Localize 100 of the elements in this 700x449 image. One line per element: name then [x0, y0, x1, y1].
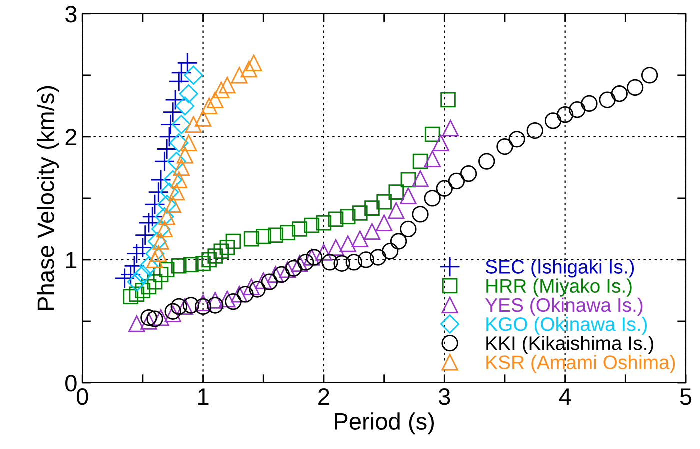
point — [364, 223, 381, 240]
point — [194, 294, 212, 312]
point — [160, 182, 180, 202]
point — [126, 243, 148, 264]
point — [160, 114, 182, 136]
point — [352, 206, 368, 221]
legend-label: YES (Okinawa Is.) — [485, 298, 643, 316]
point — [400, 220, 417, 238]
point — [436, 180, 453, 197]
point — [207, 292, 224, 309]
point — [412, 154, 428, 170]
point — [226, 234, 242, 250]
point — [176, 96, 195, 116]
point — [148, 232, 167, 252]
point — [172, 115, 192, 134]
point — [156, 220, 173, 238]
legend-label: KKI (Kikaishima Is.) — [486, 336, 654, 354]
point — [129, 286, 145, 302]
x-tick-label: 3 — [438, 388, 450, 406]
point — [207, 297, 224, 314]
point — [202, 252, 217, 268]
point — [147, 274, 163, 290]
point — [164, 170, 183, 190]
point — [123, 289, 139, 305]
point — [213, 82, 230, 99]
point — [255, 272, 272, 290]
point — [358, 252, 375, 268]
point — [135, 283, 151, 298]
point — [133, 265, 152, 284]
point — [424, 190, 441, 207]
point — [376, 194, 392, 210]
point — [352, 230, 368, 248]
point — [168, 184, 186, 201]
x-tick-label: 1 — [198, 388, 209, 405]
point — [611, 86, 628, 102]
y-tick-label: 1 — [66, 252, 77, 269]
point — [291, 255, 308, 272]
point — [184, 66, 204, 85]
point — [599, 92, 616, 108]
legend-label: SEC (Ishigaki Is.) — [486, 260, 634, 278]
point — [246, 54, 262, 72]
point — [256, 228, 272, 244]
point — [146, 310, 164, 328]
y-tick-label: 0 — [66, 375, 77, 392]
point — [150, 245, 167, 262]
point — [146, 252, 164, 268]
point — [152, 233, 170, 250]
point — [304, 218, 320, 234]
point — [285, 260, 302, 277]
x-axis-title: Period (s) — [335, 412, 434, 435]
x-tick-label: 0 — [76, 388, 88, 406]
point — [128, 316, 146, 332]
point — [460, 166, 478, 182]
point — [268, 228, 284, 244]
point — [194, 298, 212, 316]
point — [144, 194, 166, 216]
point — [200, 98, 218, 115]
point — [364, 200, 380, 216]
point — [164, 196, 182, 213]
point — [626, 79, 644, 96]
point — [340, 209, 356, 225]
point — [240, 60, 258, 78]
point — [370, 249, 387, 266]
legend-label: HRR (Miyako Is.) — [486, 278, 632, 297]
point — [581, 95, 598, 112]
point — [153, 267, 169, 282]
point — [261, 274, 278, 290]
point — [448, 172, 466, 190]
point — [400, 188, 417, 204]
point — [141, 279, 157, 295]
point — [316, 215, 332, 231]
point — [641, 67, 658, 84]
point — [170, 298, 188, 316]
point — [340, 236, 356, 252]
point — [244, 231, 260, 247]
point — [207, 92, 224, 108]
point — [334, 255, 350, 272]
point — [172, 258, 187, 274]
y-tick-label: 3 — [66, 6, 77, 23]
point — [158, 195, 177, 214]
point — [155, 207, 174, 226]
point — [243, 278, 260, 296]
point — [165, 90, 186, 110]
y-tick-label: 2 — [66, 129, 77, 146]
point — [152, 220, 171, 239]
x-tick-label: 4 — [559, 388, 572, 405]
point — [152, 309, 170, 326]
point — [159, 262, 175, 278]
point — [478, 153, 496, 170]
point — [292, 222, 308, 237]
point — [316, 244, 332, 261]
point — [194, 110, 212, 127]
point — [145, 244, 165, 264]
point — [322, 254, 338, 271]
point — [440, 92, 456, 108]
point — [179, 84, 198, 104]
point — [170, 172, 188, 188]
point — [173, 159, 190, 176]
point — [219, 291, 236, 308]
point — [424, 150, 441, 168]
